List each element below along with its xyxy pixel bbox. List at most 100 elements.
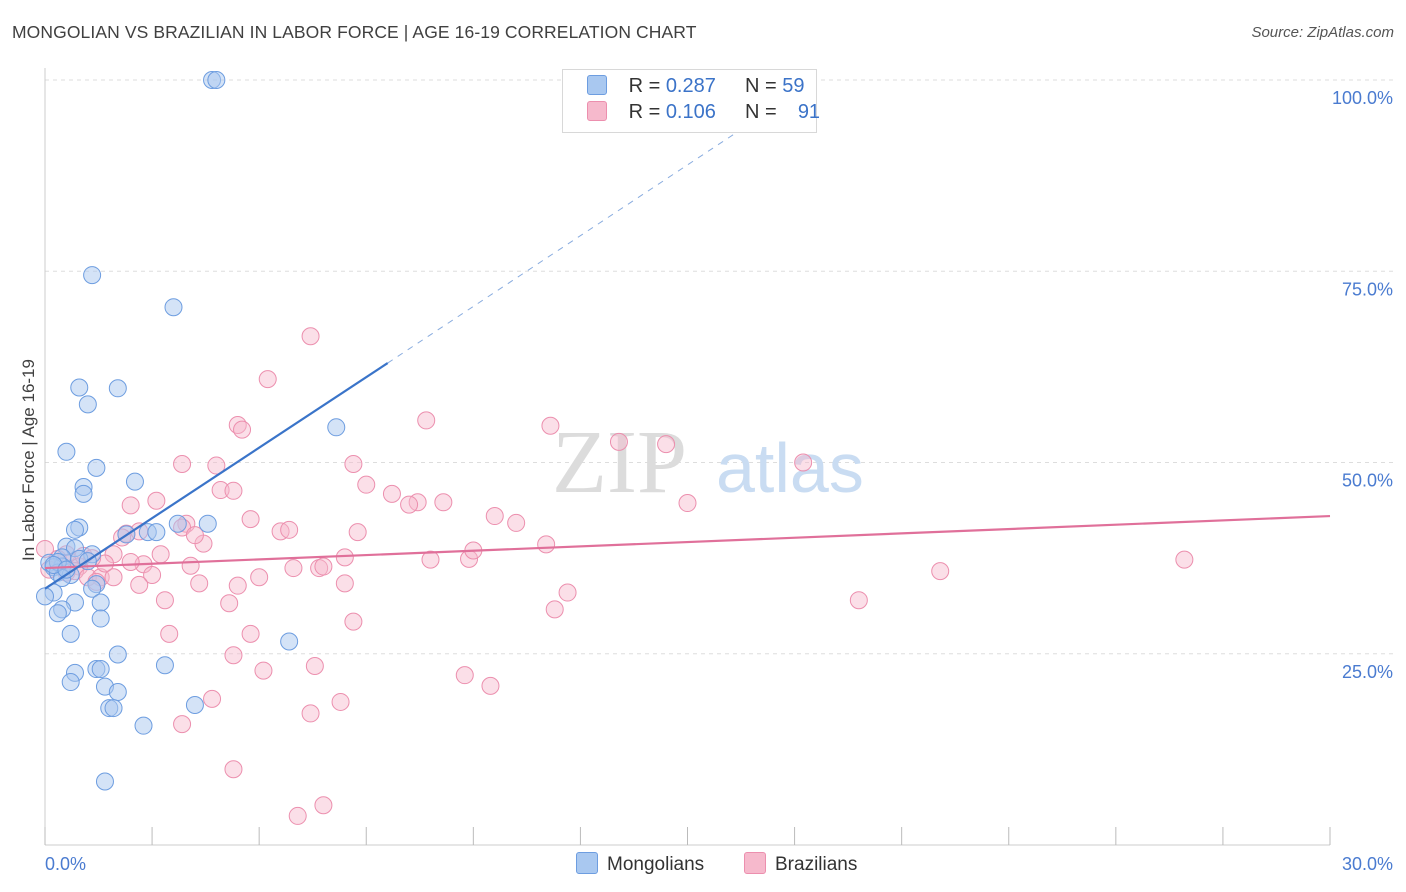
- legend-row-mongolian: R = 0.287 N = 59: [587, 75, 805, 101]
- brazilian-n-label: N =: [745, 101, 777, 123]
- mongolian-point-4: [70, 378, 89, 397]
- brazilian-point-21: [121, 496, 140, 515]
- brazilian-point-68: [160, 624, 179, 643]
- y-tick-label-1: 50.0%: [1342, 471, 1393, 491]
- mongolian-point-8: [57, 442, 76, 461]
- mongolian-point-55: [95, 772, 114, 791]
- mongolian-r-value: 0.287: [665, 75, 716, 97]
- mongolian-trend-extension: [387, 79, 817, 364]
- brazilian-point-88: [241, 510, 260, 529]
- legend-row-brazilian: R = 0.106 N = 91: [587, 101, 820, 127]
- mongolian-point-14: [168, 514, 187, 533]
- mongolian-point-46: [91, 660, 110, 679]
- brazilian-r-label: R =: [628, 101, 661, 123]
- grid-lines: [45, 79, 1395, 655]
- brazilian-point-63: [155, 591, 174, 610]
- mongolian-point-40: [91, 609, 110, 628]
- mongolian-point-50: [108, 683, 127, 701]
- brazilian-point-69: [241, 624, 260, 643]
- axes: [44, 68, 1331, 846]
- brazilian-point-1: [258, 370, 277, 389]
- watermark-atlas: atlas: [716, 429, 864, 507]
- mongolian-r-label: R =: [628, 75, 661, 97]
- mongolian-point-9: [87, 458, 106, 477]
- legend-item-mongolians: Mongolians: [576, 852, 704, 876]
- brazilian-point-62: [558, 583, 577, 602]
- mongolian-point-1: [207, 71, 226, 89]
- mongolians-label: Mongolians: [607, 854, 705, 875]
- mongolian-point-41: [61, 624, 80, 643]
- brazilian-point-74: [481, 676, 500, 695]
- brazilian-point-54: [104, 568, 123, 587]
- mongolian-point-44: [155, 656, 174, 675]
- mongolian-point-7: [327, 418, 346, 437]
- mongolian-n-label: N =: [745, 75, 777, 97]
- brazilian-point-12: [357, 475, 376, 494]
- mongolian-point-37: [91, 593, 110, 612]
- chart-title: MONGOLIAN VS BRAZILIAN IN LABOR FORCE | …: [12, 22, 697, 42]
- brazilian-point-81: [288, 806, 307, 825]
- brazilian-point-44: [181, 556, 200, 575]
- brazilian-point-16: [147, 491, 166, 510]
- mongolian-point-13: [198, 514, 217, 533]
- brazilian-point-85: [121, 552, 140, 571]
- brazilian-point-49: [931, 562, 950, 581]
- mongolian-point-10: [125, 472, 144, 491]
- brazilian-point-87: [185, 526, 204, 545]
- brazilian-point-48: [1175, 550, 1194, 569]
- brazilian-point-79: [224, 760, 243, 779]
- mongolian-n-value: 59: [782, 75, 805, 97]
- brazilian-point-47: [314, 557, 333, 576]
- mongolian-point-6: [78, 395, 97, 414]
- brazilian-point-76: [331, 692, 350, 711]
- mongolian-point-54: [134, 716, 153, 735]
- brazilian-point-9: [173, 455, 192, 474]
- brazilian-point-13: [211, 481, 230, 500]
- brazilian-point-33: [537, 535, 556, 554]
- mongolian-point-18: [147, 523, 166, 542]
- brazilian-point-72: [254, 661, 273, 680]
- x-tick-label-min: 0.0%: [45, 854, 86, 874]
- brazilian-point-38: [421, 550, 440, 569]
- y-tick-label-3: 100.0%: [1332, 88, 1393, 108]
- mongolian-point-3: [164, 298, 183, 317]
- watermark-zip: ZIP: [552, 413, 687, 512]
- brazilian-point-59: [228, 576, 247, 595]
- brazilian-point-7: [657, 435, 676, 454]
- brazilian-point-56: [250, 568, 269, 587]
- brazilian-point-18: [434, 493, 453, 512]
- y-tick-label-0: 25.0%: [1342, 662, 1393, 682]
- y-axis-label: In Labor Force | Age 16-19: [19, 359, 38, 561]
- brazilian-point-66: [545, 600, 564, 619]
- mongolian-point-33: [83, 579, 102, 598]
- brazilian-point-71: [305, 656, 324, 675]
- brazilian-point-20: [678, 494, 697, 513]
- mongolian-point-2: [83, 266, 102, 285]
- tick-labels: 25.0% 50.0% 75.0% 100.0% 0.0% 30.0%: [45, 88, 1393, 874]
- mongolian-point-12: [74, 484, 93, 503]
- mongolian-point-42: [280, 632, 299, 651]
- brazilian-point-70: [224, 646, 243, 665]
- x-tick-label-max: 30.0%: [1342, 854, 1393, 874]
- brazilians-swatch: [744, 852, 766, 874]
- brazilian-point-6: [609, 432, 628, 451]
- mongolians-swatch: [576, 852, 598, 874]
- brazilian-point-27: [280, 520, 299, 539]
- brazilian-point-19: [400, 495, 419, 514]
- brazilian-point-5: [541, 416, 560, 435]
- legend-item-brazilians: Brazilians: [744, 852, 857, 876]
- mongolian-swatch: [587, 75, 607, 95]
- brazilian-point-14: [224, 481, 243, 500]
- brazilian-point-28: [348, 523, 367, 542]
- brazilian-r-value: 0.106: [665, 101, 716, 123]
- brazilian-point-22: [485, 507, 504, 526]
- brazilian-point-67: [344, 612, 363, 631]
- mongolian-point-39: [48, 604, 67, 623]
- mongolian-point-5: [108, 379, 127, 398]
- mongolian-trend-line: [44, 362, 389, 590]
- brazilian-point-10: [207, 456, 226, 475]
- brazilian-point-78: [173, 715, 192, 734]
- brazilian-point-65: [849, 591, 868, 610]
- brazilian-n-value: 91: [797, 101, 821, 123]
